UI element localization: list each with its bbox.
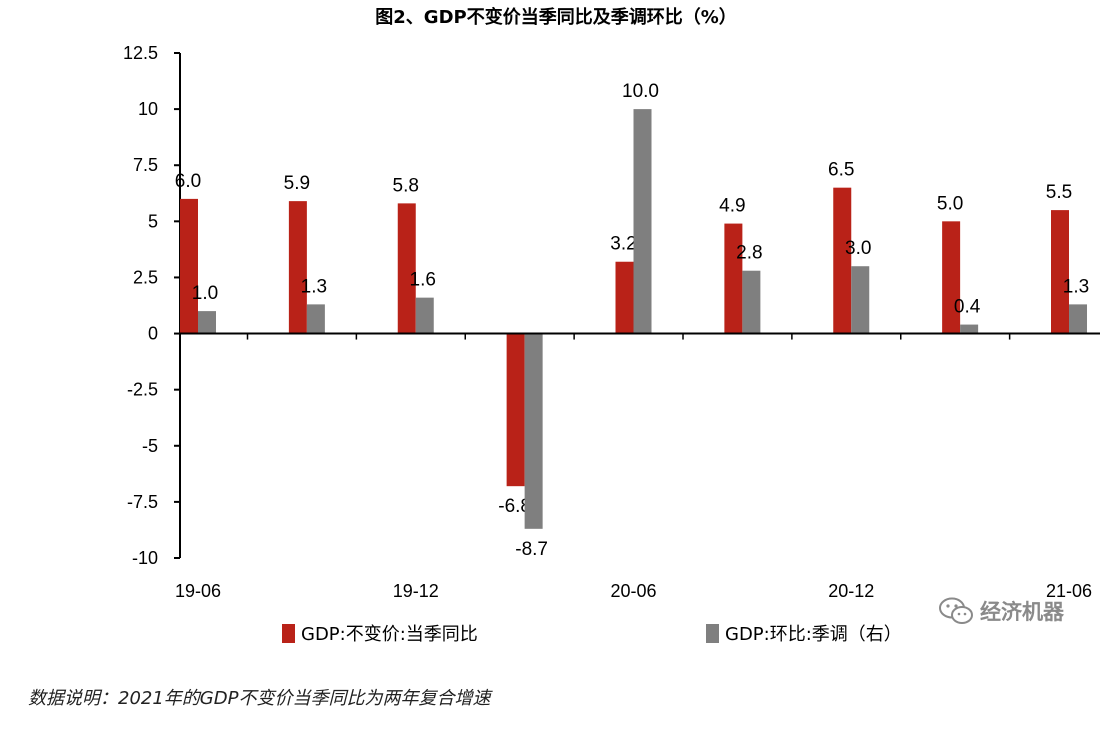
bar-qoq — [198, 311, 216, 334]
data-label-qoq: 1.3 — [1063, 276, 1089, 297]
data-label-yoy: 3.2 — [610, 234, 636, 255]
y-tick-label: 7.5 — [133, 155, 158, 175]
legend-swatch-yoy — [282, 623, 295, 643]
data-label-qoq: 1.3 — [301, 276, 327, 297]
bar-yoy — [1051, 210, 1070, 334]
y-tick-label: 5 — [148, 211, 158, 231]
watermark-text: 经济机器 — [980, 600, 1064, 624]
legend-label-yoy: GDP:不变价:当季同比 — [301, 624, 478, 645]
legend-label-qoq: GDP:环比:季调（右） — [725, 624, 902, 645]
legend-swatch-qoq — [706, 623, 719, 643]
x-tick-label: 20-06 — [610, 581, 656, 600]
bar-qoq — [1069, 304, 1088, 334]
bar-yoy — [397, 203, 416, 334]
data-label-yoy: 5.8 — [393, 175, 419, 196]
data-label-qoq: 1.6 — [410, 270, 436, 291]
bar-qoq — [742, 270, 761, 334]
bar-chart: 12.5 10 7.5 5 2.5 0 -2.5 -5 -7.5 -10 6.0 5.9 5.8 -6.8… — [123, 43, 1100, 600]
data-label-yoy: 5.5 — [1046, 182, 1072, 203]
legend-item-qoq: GDP:环比:季调（右） — [706, 620, 902, 646]
bar-yoy — [180, 198, 198, 334]
data-label-yoy: 6.5 — [828, 160, 854, 181]
bar-qoq — [851, 266, 870, 334]
y-tick-label: 0 — [148, 324, 158, 344]
data-label-qoq: 2.8 — [736, 243, 762, 264]
bar-yoy — [288, 201, 307, 334]
y-tick-label: 10 — [138, 99, 158, 119]
data-label-yoy: -6.8 — [498, 496, 531, 517]
y-tick-label: 2.5 — [133, 267, 158, 287]
bar-qoq — [960, 324, 979, 334]
y-tick-label: -10 — [132, 548, 158, 568]
data-label-qoq: 3.0 — [845, 238, 871, 259]
data-label-yoy: 6.0 — [175, 171, 201, 192]
x-tick-label: 20-12 — [828, 581, 874, 600]
bar-yoy — [615, 261, 634, 334]
data-label-yoy: 5.9 — [284, 173, 310, 194]
y-tick-label: -7.5 — [127, 492, 158, 512]
bar-yoy — [833, 187, 852, 334]
wechat-icon — [939, 597, 973, 624]
bar-qoq — [524, 333, 543, 529]
watermark: 经济机器 — [938, 596, 1064, 626]
data-label-qoq: 10.0 — [622, 81, 659, 102]
bar-yoy — [942, 221, 961, 334]
data-label-qoq: 1.0 — [192, 283, 218, 304]
bar-qoq — [633, 109, 652, 334]
y-tick-label: -5 — [142, 436, 158, 456]
legend-item-yoy: GDP:不变价:当季同比 — [282, 620, 478, 646]
x-tick-label: 19-12 — [393, 581, 439, 600]
x-tick-label: 21-06 — [1046, 581, 1092, 600]
data-note: 数据说明：2021年的GDP不变价当季同比为两年复合增速 — [28, 688, 491, 709]
data-label-qoq: -8.7 — [515, 539, 548, 560]
y-tick-label: 12.5 — [123, 43, 158, 63]
data-label-yoy: 5.0 — [937, 193, 963, 214]
data-label-yoy: 4.9 — [719, 196, 745, 217]
x-tick-label: 19-06 — [175, 581, 221, 600]
bar-qoq — [306, 304, 325, 334]
bar-yoy — [724, 223, 743, 334]
bar-yoy — [506, 333, 525, 487]
y-tick-label: -2.5 — [127, 380, 158, 400]
chart-title: 图2、GDP不变价当季同比及季调环比（%） — [375, 7, 737, 28]
bar-qoq — [415, 297, 434, 334]
data-label-qoq: 0.4 — [954, 297, 981, 318]
